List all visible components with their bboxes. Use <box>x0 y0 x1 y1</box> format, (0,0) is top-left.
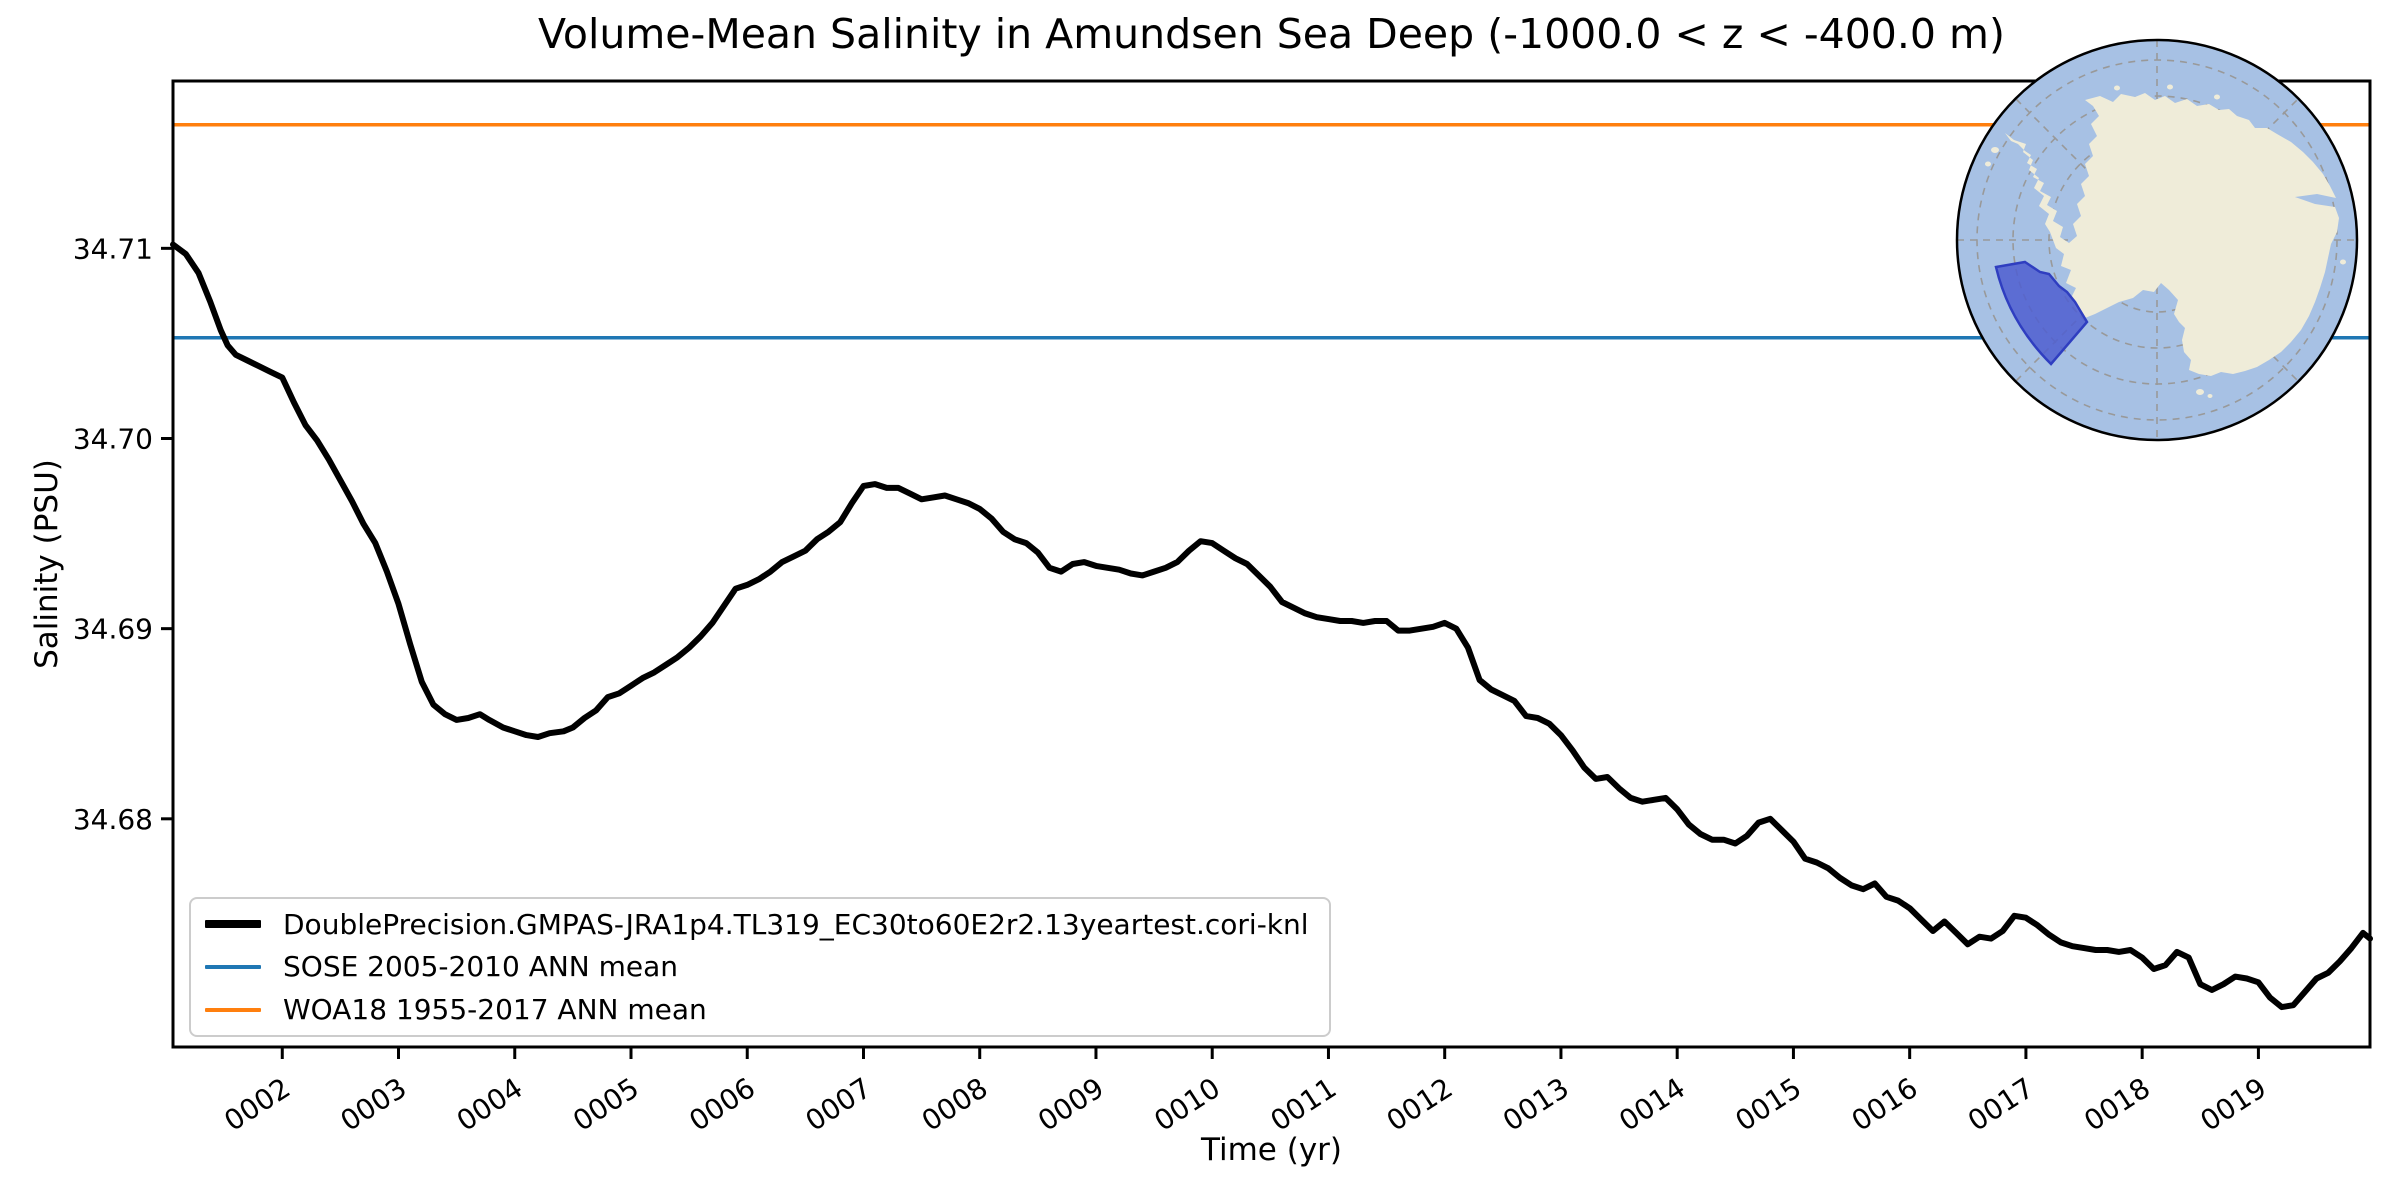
x-tick-label: 0008 <box>916 1071 994 1137</box>
y-tick-label: 34.68 <box>73 803 153 836</box>
chart-title: Volume-Mean Salinity in Amundsen Sea Dee… <box>538 10 2005 58</box>
map-region-highlight <box>1994 260 2089 366</box>
legend-row-series: DoublePrecision.GMPAS-JRA1p4.TL319_EC30t… <box>191 904 1329 944</box>
x-tick-label: 0004 <box>451 1071 529 1137</box>
x-tick-label: 0014 <box>1613 1071 1691 1137</box>
map-antarctica-land <box>1985 84 2346 398</box>
x-tick-label: 0007 <box>800 1071 878 1137</box>
x-tick-label: 0015 <box>1730 1071 1808 1137</box>
x-tick-label: 0018 <box>2078 1071 2156 1137</box>
legend-label-sose: SOSE 2005-2010 ANN mean <box>283 950 679 984</box>
legend-row-woa: WOA18 1955-2017 ANN mean <box>191 990 1329 1030</box>
y-tick-label: 34.70 <box>73 422 153 455</box>
x-tick-label: 0006 <box>683 1071 761 1137</box>
x-tick-label: 0016 <box>1846 1071 1924 1137</box>
y-tick-label: 34.69 <box>73 613 153 646</box>
y-axis-label: Salinity (PSU) <box>29 459 65 669</box>
plot-frame <box>171 79 2372 1049</box>
x-tick-label: 0019 <box>2194 1071 2272 1137</box>
legend-box: DoublePrecision.GMPAS-JRA1p4.TL319_EC30t… <box>189 897 1331 1037</box>
x-tick-label: 0005 <box>567 1071 645 1137</box>
x-tick-label: 0002 <box>218 1071 296 1137</box>
x-tick-label: 0003 <box>335 1071 413 1137</box>
x-tick-label: 0011 <box>1265 1071 1343 1137</box>
legend-row-sose: SOSE 2005-2010 ANN mean <box>191 947 1329 987</box>
y-tick-label: 34.71 <box>73 232 153 265</box>
legend-label-woa: WOA18 1955-2017 ANN mean <box>283 993 707 1027</box>
legend-label-series: DoublePrecision.GMPAS-JRA1p4.TL319_EC30t… <box>283 907 1309 941</box>
legend-swatch-sose <box>205 964 261 969</box>
x-tick-label: 0013 <box>1497 1071 1575 1137</box>
legend-swatch-woa <box>205 1007 261 1012</box>
x-tick-label: 0010 <box>1148 1071 1226 1137</box>
x-tick-label: 0009 <box>1032 1071 1110 1137</box>
antarctica-inset-map <box>1955 38 2359 442</box>
legend-swatch-series <box>205 920 261 929</box>
x-axis-label: Time (yr) <box>1201 1132 1342 1168</box>
x-tick-label: 0012 <box>1381 1071 1459 1137</box>
map-border <box>1955 38 2359 442</box>
series-line <box>170 241 2373 1011</box>
x-tick-label: 0017 <box>1962 1071 2040 1137</box>
